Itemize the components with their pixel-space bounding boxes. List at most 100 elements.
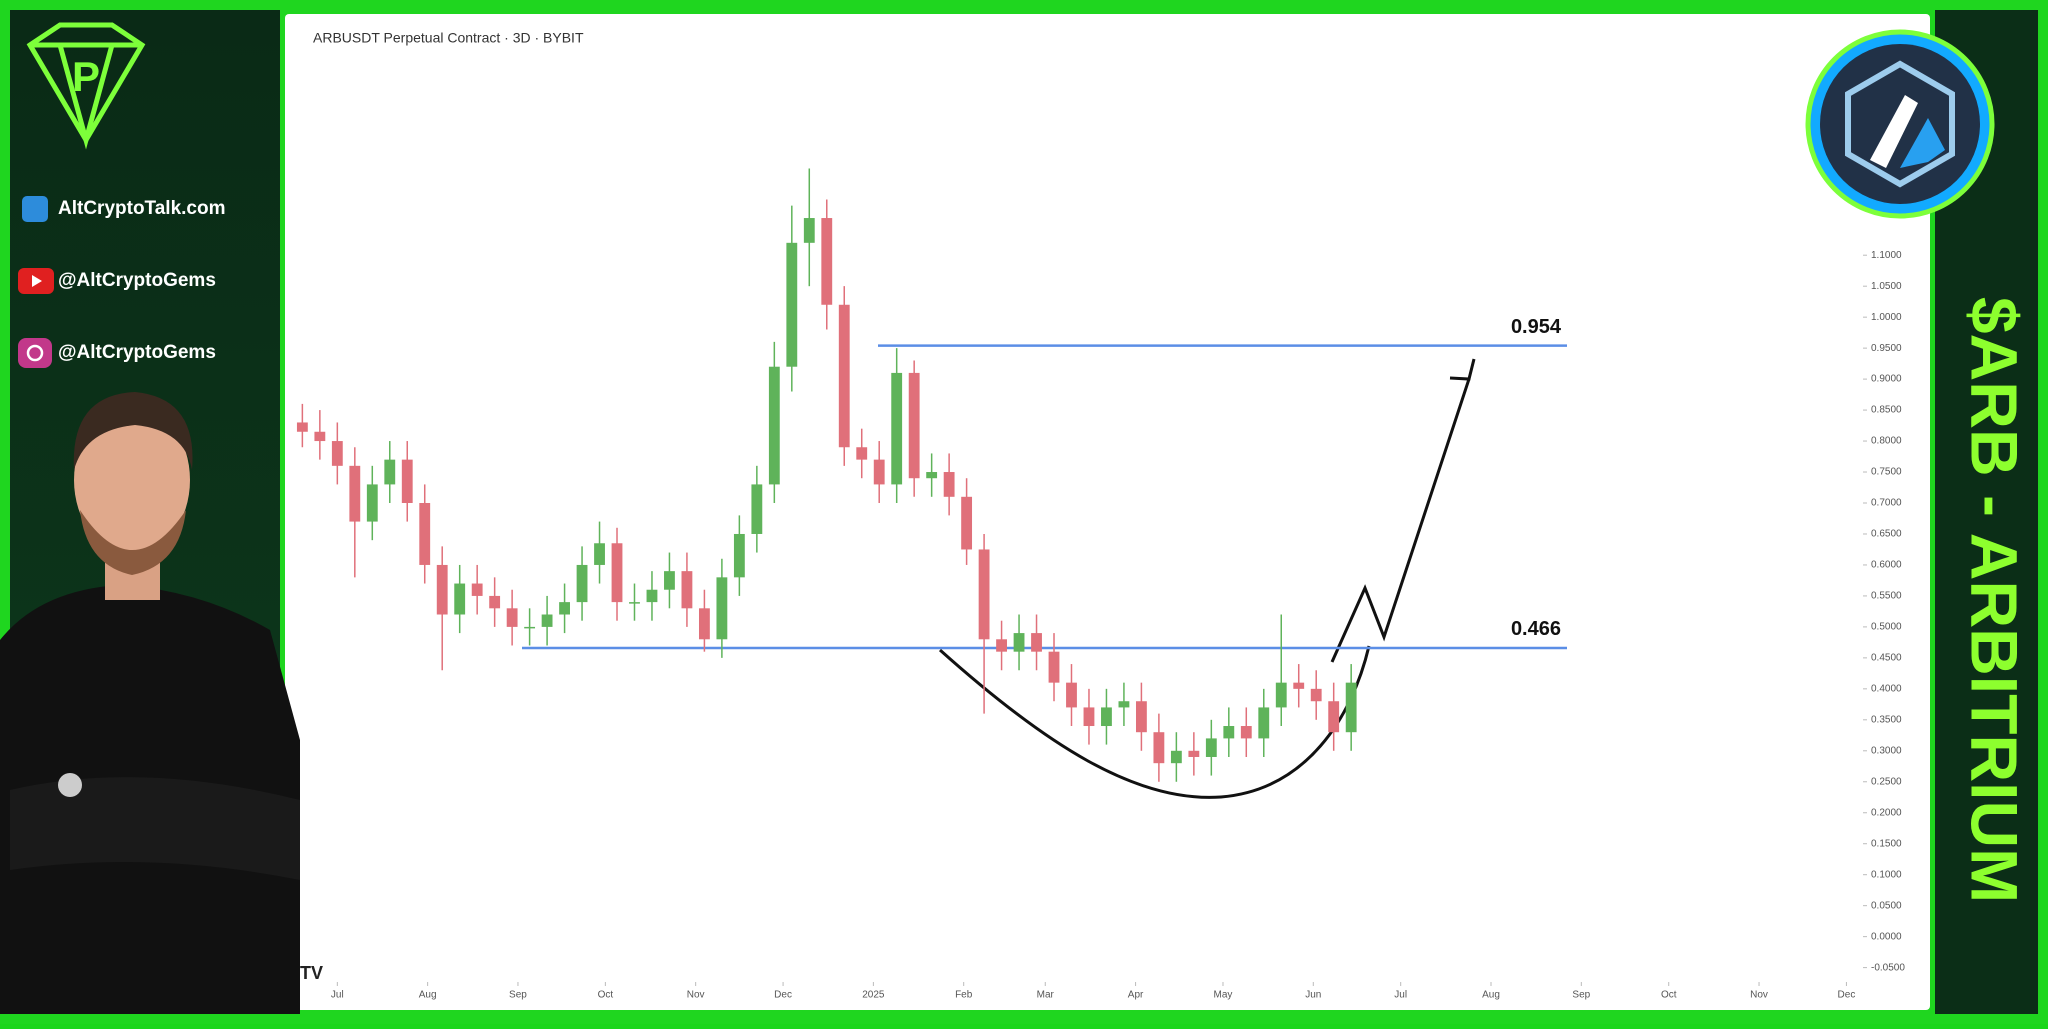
- candle-body: [856, 447, 868, 460]
- site-link: AltCryptoTalk.com: [58, 198, 226, 219]
- candle-body: [1205, 738, 1217, 757]
- candle-body: [838, 304, 850, 448]
- instagram-lens: [26, 344, 44, 362]
- candle-body: [524, 626, 536, 629]
- x-tick-label: Dec: [774, 990, 792, 1001]
- candle-body: [1066, 682, 1077, 708]
- y-tick-label: 0.9500: [1871, 343, 1902, 354]
- svg-text:P: P: [72, 53, 100, 100]
- candle-body: [436, 564, 448, 615]
- y-tick-label: 0.7500: [1871, 467, 1902, 478]
- x-tick-label: 2025: [862, 990, 885, 1001]
- y-tick-label: 0.1000: [1871, 869, 1902, 880]
- x-tick-label: Aug: [1482, 990, 1500, 1001]
- candle-body: [891, 372, 903, 485]
- x-tick-label: Dec: [1838, 990, 1856, 1001]
- level-label: 0.466: [1511, 618, 1561, 640]
- chart-title: ARBUSDT Perpetual Contract · 3D · BYBIT: [313, 30, 584, 46]
- candle-body: [1048, 651, 1060, 683]
- candle-body: [961, 496, 973, 550]
- candle-body: [1118, 701, 1130, 708]
- y-tick-label: 0.2000: [1871, 807, 1902, 818]
- candle-body: [331, 441, 343, 466]
- candle-body: [768, 366, 780, 485]
- x-tick-label: Nov: [687, 990, 705, 1001]
- candle-body: [314, 431, 326, 442]
- candle-body: [803, 218, 815, 243]
- x-tick-label: Sep: [509, 990, 527, 1001]
- candle-body: [1240, 726, 1252, 739]
- candle-body: [1275, 682, 1287, 708]
- candle-body: [1328, 701, 1340, 733]
- candle-body: [594, 543, 605, 565]
- projection-arrow: [1330, 378, 1471, 663]
- candle-body: [611, 543, 623, 603]
- chart-panel: [285, 14, 1930, 1010]
- candle-body: [664, 571, 675, 590]
- x-tick-label: Aug: [419, 990, 437, 1001]
- candle-body: [366, 484, 378, 522]
- candle-body: [1345, 682, 1357, 733]
- candle-body: [541, 614, 553, 627]
- candle-body: [751, 484, 763, 534]
- candle-body: [1031, 633, 1042, 652]
- y-tick-label: 0.0000: [1871, 931, 1902, 942]
- instagram-icon: [18, 338, 52, 368]
- candle-body: [996, 639, 1007, 652]
- y-tick-label: 0.9000: [1871, 374, 1902, 385]
- candle-body: [471, 583, 483, 596]
- y-tick-label: 0.5500: [1871, 591, 1902, 602]
- candle-body: [716, 577, 728, 640]
- candle-body: [681, 571, 693, 609]
- y-tick-label: 0.5000: [1871, 622, 1902, 633]
- candle-body: [698, 608, 710, 640]
- candle-body: [419, 503, 431, 565]
- candle-body: [296, 422, 308, 432]
- candle-body: [401, 459, 413, 503]
- candle-body: [646, 589, 658, 603]
- y-tick-label: 0.4500: [1871, 653, 1902, 664]
- candle-body: [926, 472, 938, 479]
- x-tick-label: Jul: [331, 990, 344, 1001]
- candle-body: [1293, 682, 1305, 689]
- candle-body: [1223, 726, 1235, 739]
- web-icon: [22, 196, 48, 222]
- y-tick-label: 0.2500: [1871, 776, 1902, 787]
- x-tick-label: Oct: [1661, 990, 1677, 1001]
- instagram-handle: @AltCryptoGems: [58, 342, 216, 363]
- candle-body: [978, 549, 990, 640]
- candle-body: [1170, 750, 1182, 764]
- candle-body: [1083, 707, 1095, 727]
- y-tick-label: 0.0500: [1871, 900, 1902, 911]
- candle-body: [506, 608, 518, 627]
- candle-body: [1153, 732, 1165, 764]
- x-tick-label: Sep: [1572, 990, 1590, 1001]
- candle-body: [349, 465, 361, 522]
- candle-body: [821, 218, 833, 305]
- presenter-photo: [0, 392, 300, 1014]
- candle-body: [1013, 633, 1025, 652]
- candle-body: [454, 583, 466, 615]
- x-tick-label: Jul: [1394, 990, 1407, 1001]
- y-tick-label: 1.1000: [1871, 250, 1902, 261]
- y-tick-label: 0.3500: [1871, 714, 1902, 725]
- candle-body: [943, 472, 955, 497]
- x-tick-label: May: [1214, 990, 1233, 1001]
- arbitrum-logo: [1805, 29, 1995, 219]
- candle-body: [384, 459, 396, 485]
- x-tick-label: Jun: [1305, 990, 1321, 1001]
- y-tick-label: 1.0500: [1871, 281, 1902, 292]
- banner: $ARB - ARBITRIUM: [1958, 297, 2032, 903]
- y-tick-label: 0.6500: [1871, 529, 1902, 540]
- y-tick-label: 0.1500: [1871, 838, 1902, 849]
- candle-body: [489, 595, 501, 609]
- y-tick-label: 0.3000: [1871, 745, 1902, 756]
- candle-body: [559, 602, 570, 615]
- x-tick-label: Oct: [598, 990, 614, 1001]
- y-tick-label: 0.7000: [1871, 498, 1902, 509]
- candle-body: [1188, 750, 1200, 757]
- y-tick-label: 1.0000: [1871, 312, 1902, 323]
- candle-body: [733, 533, 745, 578]
- x-tick-label: Nov: [1750, 990, 1768, 1001]
- brand-logo: P: [26, 22, 146, 150]
